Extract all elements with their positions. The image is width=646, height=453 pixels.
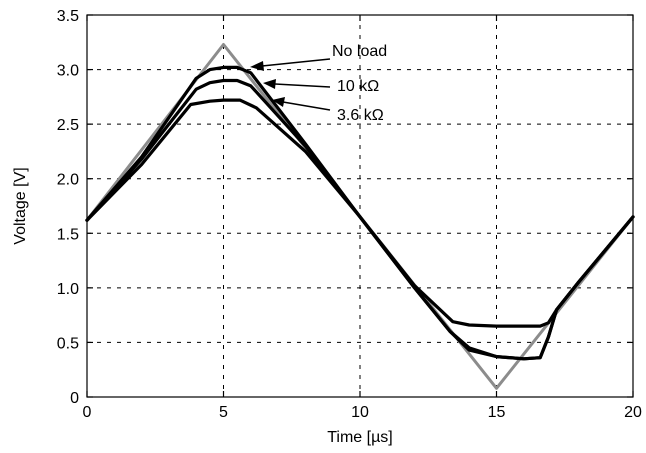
annotation-arrowhead-no-load xyxy=(250,61,264,71)
series-line-2 xyxy=(85,78,635,361)
x-tick-labels: 0 5 10 15 20 xyxy=(83,404,642,421)
axis-ticks xyxy=(86,14,634,398)
annotation-10k: 10 kΩ xyxy=(337,78,379,95)
x-axis-label: Time [µs] xyxy=(327,429,393,446)
y-axis-label: Voltage [V] xyxy=(12,167,29,244)
y-tick-label-4: 2.0 xyxy=(57,172,79,189)
x-tick-label-1: 5 xyxy=(219,404,228,421)
annotations: No load 10 kΩ 3.6 kΩ xyxy=(250,43,387,124)
series-line-3 xyxy=(85,98,635,328)
y-tick-label-7: 3.5 xyxy=(57,8,79,25)
x-tick-label-2: 10 xyxy=(351,404,369,421)
x-tick-label-4: 20 xyxy=(624,404,642,421)
annotation-arrowhead-3-6k xyxy=(272,97,285,107)
y-tick-label-5: 2.5 xyxy=(57,117,79,134)
y-tick-label-3: 1.5 xyxy=(57,226,79,243)
y-tick-labels: 0 0.5 1.0 1.5 2.0 2.5 3.0 3.5 xyxy=(57,8,79,407)
y-tick-label-0: 0 xyxy=(70,390,79,407)
series-layer xyxy=(85,43,635,390)
annotation-no-load: No load xyxy=(332,43,387,60)
x-tick-label-3: 15 xyxy=(488,404,506,421)
y-tick-label-1: 0.5 xyxy=(57,335,79,352)
annotation-3-6k: 3.6 kΩ xyxy=(337,107,384,124)
y-tick-label-2: 1.0 xyxy=(57,281,79,298)
annotation-arrow-3-6k xyxy=(282,101,331,111)
x-tick-label-0: 0 xyxy=(83,404,92,421)
annotation-arrow-no-load xyxy=(261,58,331,67)
grid xyxy=(87,15,633,397)
y-tick-label-6: 3.0 xyxy=(57,63,79,80)
annotation-arrow-10k xyxy=(274,83,331,88)
annotation-arrowhead-10k xyxy=(263,79,276,89)
